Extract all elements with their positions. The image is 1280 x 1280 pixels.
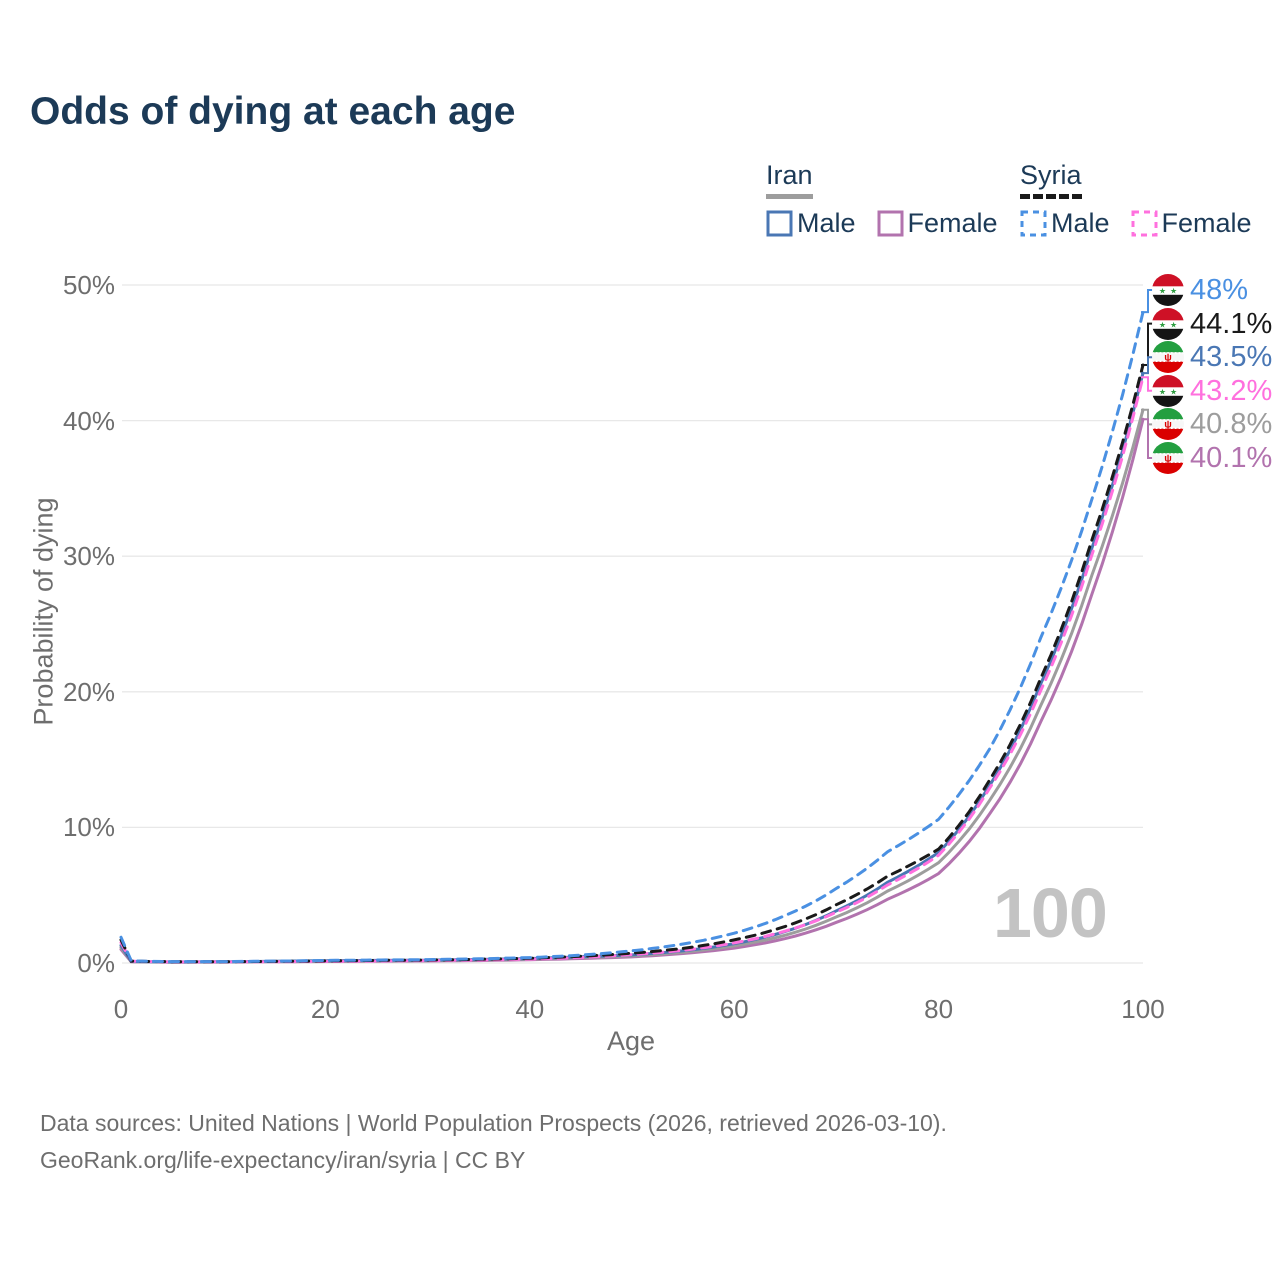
legend-header-syria: Syria [1020,160,1082,199]
svg-text:★: ★ [1170,286,1177,295]
x-tick-80: 80 [924,994,954,1024]
legend-swatch [766,210,793,237]
end-label-value: 43.2% [1190,374,1273,407]
svg-text:ψ: ψ [1164,454,1172,465]
end-label-connector-iran-female [1141,418,1153,459]
x-tick-20: 20 [310,994,340,1024]
svg-text:ψ: ψ [1164,420,1172,431]
legend-swatch [1020,210,1047,237]
legend-items-syria: Male Female [1020,208,1252,239]
attribution-text: GeoRank.org/life-expectancy/iran/syria |… [40,1147,526,1173]
end-label-syria-female: ★ ★ 43.2% [1152,374,1273,407]
legend-item-label: Male [1051,208,1110,238]
legend-group-syria: Syria Male Female [1020,160,1252,239]
x-tick-0: 0 [113,994,129,1024]
data-source-text: Data sources: United Nations | World Pop… [40,1110,947,1136]
legend-header-iran: Iran [766,160,813,199]
series-line-syria-both [119,363,1145,964]
end-label-iran-female: ψ 40.1% [1152,442,1272,474]
legend-item-iran-female[interactable]: Female [877,208,998,239]
x-axis-title: Age [606,1026,656,1056]
iran-flag-icon: ψ [1152,442,1184,474]
legend-item-label: Female [907,208,998,238]
x-tick-100: 100 [1121,994,1165,1024]
syria-flag-icon: ★ ★ [1152,274,1184,306]
page-title: Odds of dying at each age [30,90,516,133]
legend-item-syria-male[interactable]: Male [1020,208,1110,239]
y-tick-20%: 20% [62,676,115,707]
legend-swatch [877,210,904,237]
legend-item-iran-male[interactable]: Male [766,208,856,239]
y-tick-50%: 50% [62,270,115,300]
end-label-value: 40.8% [1190,408,1273,441]
end-label-iran-male: ψ 43.5% [1152,341,1273,374]
end-label-value: 44.1% [1190,307,1273,340]
iran-flag-icon: ψ [1152,341,1184,374]
y-axis-title: Probability of dying [28,497,59,726]
legend-item-syria-female[interactable]: Female [1131,208,1252,239]
syria-flag-icon: ★ ★ [1152,374,1184,407]
series-line-syria-male [119,310,1145,964]
end-label-iran-both: ψ 40.8% [1152,408,1273,441]
end-label-value: 43.5% [1190,341,1273,374]
age-counter-watermark: 100 [993,874,1108,952]
series-line-iran-both [119,408,1145,964]
series-line-iran-female [119,417,1145,964]
end-label-connector-iran-both [1141,408,1153,426]
y-tick-10%: 10% [62,812,115,843]
svg-text:★: ★ [1159,286,1166,295]
x-tick-40: 40 [515,994,545,1024]
iran-flag-icon: ψ [1152,408,1184,441]
y-tick-40%: 40% [62,405,115,436]
end-label-connector-syria-male [1141,289,1153,314]
svg-text:★: ★ [1159,320,1166,329]
end-label-connector-syria-female [1141,376,1153,392]
y-tick-30%: 30% [62,541,115,572]
svg-text:★: ★ [1170,320,1177,329]
end-label-connector-syria-both [1141,322,1153,366]
series-line-syria-female [119,375,1145,964]
legend-item-label: Male [797,208,856,238]
end-label-value: 48% [1190,274,1249,306]
y-tick-0%: 0% [77,948,115,978]
end-label-value: 40.1% [1190,442,1273,474]
legend-swatch [1131,210,1158,237]
x-tick-60: 60 [719,994,749,1024]
svg-text:★: ★ [1170,387,1177,396]
end-label-syria-male: ★ ★ 48% [1152,274,1248,306]
svg-text:ψ: ψ [1164,353,1172,364]
legend-item-label: Female [1161,208,1252,238]
end-label-connector-iran-male [1141,356,1153,375]
end-label-syria-both: ★ ★ 44.1% [1152,307,1273,340]
svg-text:★: ★ [1159,387,1166,396]
syria-flag-icon: ★ ★ [1152,307,1184,340]
legend-items-iran: Male Female [766,208,998,239]
series-line-iran-male [119,371,1145,964]
legend-group-iran: Iran Male Female [766,160,998,239]
